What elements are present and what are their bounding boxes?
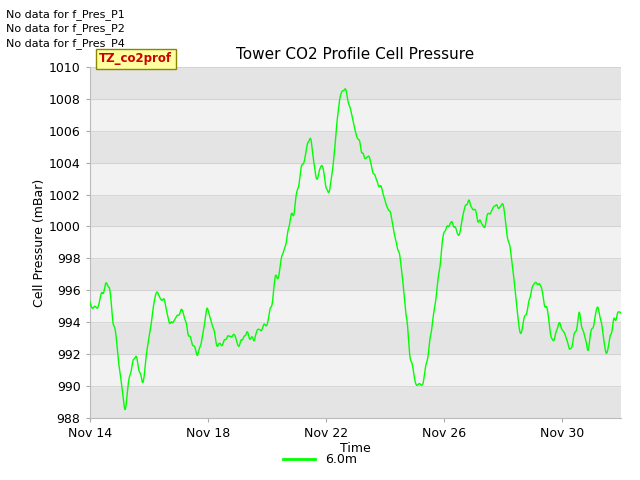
Bar xyxy=(90,386,621,418)
Bar xyxy=(90,99,621,131)
Text: No data for f_Pres_P4: No data for f_Pres_P4 xyxy=(6,37,125,48)
Bar xyxy=(90,163,621,194)
Bar xyxy=(90,258,621,290)
Bar xyxy=(90,194,621,227)
Bar xyxy=(90,290,621,322)
Y-axis label: Cell Pressure (mBar): Cell Pressure (mBar) xyxy=(33,178,46,307)
Title: Tower CO2 Profile Cell Pressure: Tower CO2 Profile Cell Pressure xyxy=(236,47,474,62)
Bar xyxy=(90,227,621,258)
Bar xyxy=(90,67,621,99)
Text: No data for f_Pres_P1: No data for f_Pres_P1 xyxy=(6,9,125,20)
X-axis label: Time: Time xyxy=(340,443,371,456)
Bar xyxy=(90,354,621,386)
Bar xyxy=(90,322,621,354)
Text: TZ_co2prof: TZ_co2prof xyxy=(99,52,172,65)
Bar xyxy=(90,131,621,163)
Text: No data for f_Pres_P2: No data for f_Pres_P2 xyxy=(6,23,125,34)
Legend: 6.0m: 6.0m xyxy=(278,448,362,471)
